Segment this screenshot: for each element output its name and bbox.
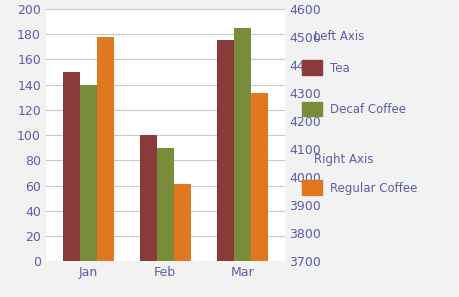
Bar: [80, 85, 97, 261]
Bar: [302, 181, 322, 195]
Text: Right Axis: Right Axis: [313, 153, 373, 166]
Bar: [63, 72, 80, 261]
Bar: [157, 148, 174, 261]
Bar: [140, 135, 157, 261]
Bar: [217, 40, 234, 261]
Text: Tea: Tea: [330, 61, 350, 75]
Bar: [251, 93, 268, 297]
Text: Left Axis: Left Axis: [313, 30, 364, 43]
Text: Decaf Coffee: Decaf Coffee: [330, 103, 406, 116]
Bar: [302, 60, 322, 75]
Bar: [174, 184, 190, 297]
Text: Regular Coffee: Regular Coffee: [330, 182, 418, 195]
Bar: [234, 28, 251, 261]
Bar: [302, 102, 322, 116]
Bar: [97, 37, 114, 297]
